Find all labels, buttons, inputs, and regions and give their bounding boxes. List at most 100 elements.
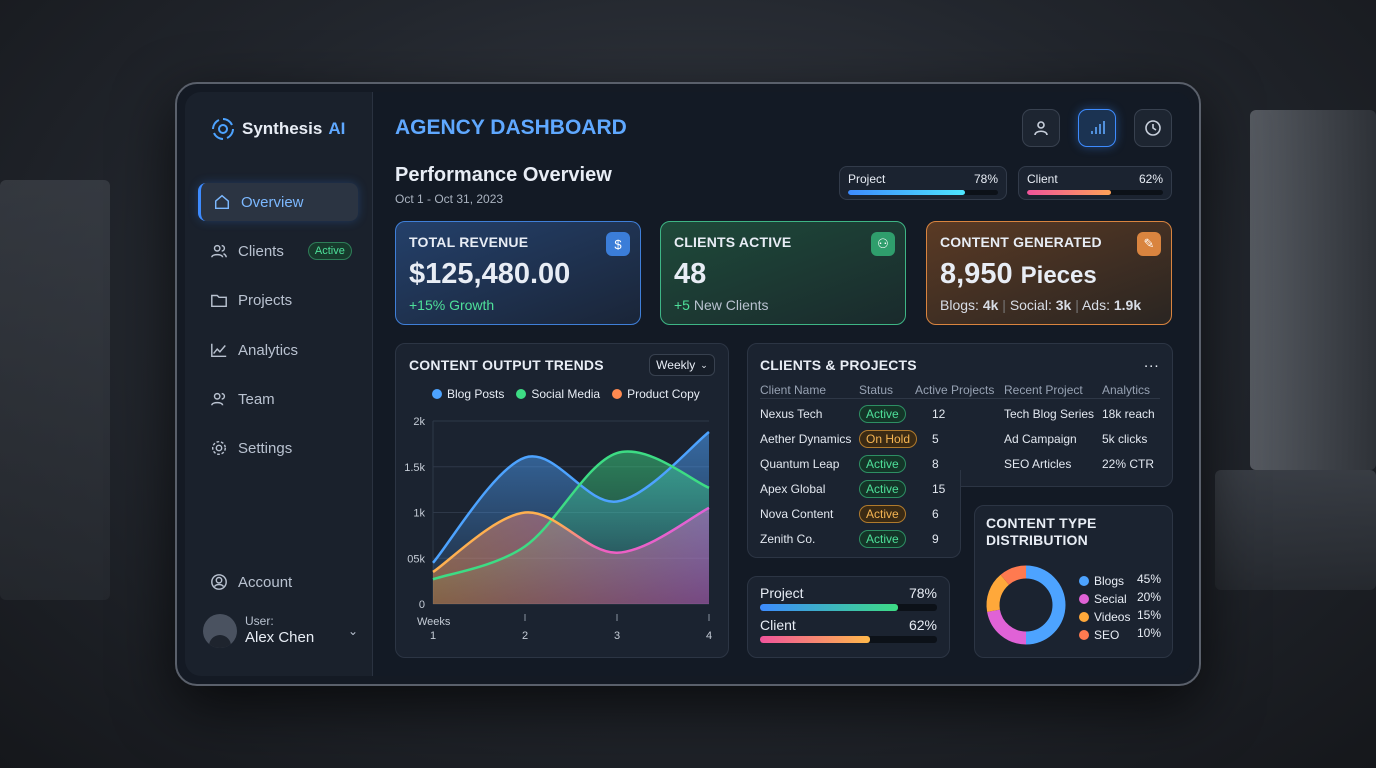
more-options-icon[interactable]: ...	[1144, 354, 1160, 371]
y-tick-label: 2k	[413, 416, 425, 428]
cell-analytics: 5k clicks	[1102, 432, 1148, 446]
donut-slice	[1025, 565, 1066, 645]
area-product-copy	[433, 507, 709, 604]
period-dropdown[interactable]: Weekly ⌄	[649, 354, 715, 376]
analytics-button[interactable]	[1078, 109, 1116, 147]
title-line: DISTRIBUTION	[986, 532, 1088, 548]
legend-item: SEO 10%	[1079, 626, 1161, 644]
avatar	[203, 614, 237, 648]
account-label: Account	[238, 573, 293, 591]
cell-analytics: 18k reach	[1102, 407, 1155, 421]
legend-item: Product Copy	[612, 387, 700, 401]
donut-slice	[1000, 565, 1027, 585]
legend-item: Social Media	[516, 387, 600, 401]
x-axis-label: Weeks	[417, 616, 451, 628]
logo[interactable]: Synthesis AI	[210, 116, 345, 142]
legend-item: Blogs 45%	[1079, 572, 1161, 590]
users-icon: ⚇	[871, 232, 895, 256]
progress-value: 78%	[908, 585, 937, 601]
kpi-content-generated[interactable]: CONTENT GENERATED ✎ 8,950 Pieces Blogs: …	[926, 221, 1172, 325]
brand-name: Synthesis	[242, 119, 323, 138]
sidebar-item-label: Team	[238, 390, 275, 408]
cell-name: Quantum Leap	[760, 457, 840, 471]
x-tick-label: 2	[522, 630, 528, 642]
cell-recent: Tech Blog Series	[1004, 407, 1095, 421]
kpi-title: TOTAL REVENUE	[409, 234, 529, 250]
cell-projects: 5	[932, 432, 939, 446]
x-tick-label: 1	[430, 630, 436, 642]
kpi-clients-active[interactable]: CLIENTS ACTIVE ⚇ 48 +5 New Clients	[660, 221, 906, 325]
user-label: User:	[245, 614, 274, 629]
cell-name: Aether Dynamics	[760, 432, 852, 446]
cell-projects: 6	[932, 507, 939, 521]
kpi-value: 8,950	[940, 258, 1013, 290]
section-title: Performance Overview	[395, 164, 612, 186]
dollar-icon: $	[606, 232, 630, 256]
content-icon: ✎	[1137, 232, 1161, 256]
cell-recent: Ad Campaign	[1004, 432, 1077, 446]
column-header: Recent Project	[1004, 383, 1083, 397]
cell-projects: 9	[932, 532, 939, 546]
progress-summary-card: Project 78% Client 62%	[747, 576, 950, 658]
table-row[interactable]: Apex Global Active 15	[760, 480, 1160, 507]
sidebar-item-overview[interactable]: Overview	[198, 183, 358, 221]
legend-label: Social Media	[531, 387, 601, 401]
bar-chart-icon	[1091, 121, 1105, 134]
user-menu[interactable]: User: Alex Chen ⌄	[203, 614, 358, 648]
team-icon	[211, 392, 226, 406]
sidebar-item-label: Settings	[238, 439, 293, 457]
x-tick-label: 3	[614, 630, 620, 642]
chevron-down-icon: ⌄	[700, 359, 708, 370]
period-value: Weekly	[656, 358, 696, 372]
breakdown-label: Blogs:	[940, 297, 979, 313]
cell-name: Nexus Tech	[760, 407, 823, 421]
progress-value: 62%	[1138, 172, 1163, 186]
clients-projects-card-extension	[747, 470, 961, 558]
progress-label: Project	[760, 585, 804, 601]
table-row[interactable]: Nova Content Active 6	[760, 505, 1160, 532]
sidebar-item-label: Overview	[241, 193, 304, 211]
table-row[interactable]: Zenith Co. Active 9	[760, 530, 1160, 557]
sidebar-item-projects[interactable]: Projects	[198, 281, 358, 319]
table-row[interactable]: Nexus Tech Active 12 Tech Blog Series 18k re…	[760, 405, 1160, 432]
cell-projects: 12	[932, 407, 946, 421]
project-progress: Project 78%	[839, 166, 1007, 200]
y-tick-label: 1k	[413, 508, 425, 520]
sidebar-item-label: Clients	[238, 242, 284, 260]
page-title: AGENCY DASHBOARD	[395, 116, 627, 139]
account-link[interactable]: Account	[198, 563, 358, 601]
legend-value: 20%	[1136, 590, 1161, 604]
table-header: Client Name Status Active Projects Recen…	[760, 383, 1160, 399]
cell-status: Active	[859, 530, 906, 548]
clock-icon	[1145, 120, 1161, 136]
kpi-total-revenue[interactable]: TOTAL REVENUE $ $125,480.00 +15% Growth	[395, 221, 641, 325]
table-row[interactable]: Aether Dynamics On Hold 5 Ad Campaign 5k cli…	[760, 430, 1160, 457]
donut-chart	[986, 565, 1066, 645]
chart-line-icon	[211, 343, 227, 358]
kpi-sub: +15% Growth	[409, 297, 495, 313]
line-product-copy	[432, 506, 710, 574]
cell-status: Active	[859, 505, 906, 523]
clients-projects-card	[747, 343, 1173, 487]
clients-table: Client Name Status Active Projects Recen…	[760, 383, 1160, 549]
donut-slice	[986, 574, 1010, 612]
kpi-title: CLIENTS ACTIVE	[674, 234, 792, 250]
cell-name: Nova Content	[760, 507, 834, 521]
legend-label: Videos	[1094, 610, 1131, 624]
account-icon	[211, 574, 227, 590]
progress-value: 78%	[973, 172, 998, 186]
donut-slice	[987, 609, 1027, 645]
client-progress: Client 62%	[1018, 166, 1172, 200]
history-button[interactable]	[1134, 109, 1172, 147]
sidebar-item-team[interactable]: Team	[198, 380, 358, 418]
table-row[interactable]: Quantum Leap Active 8 SEO Articles 22% CTR	[760, 455, 1160, 482]
sidebar-item-clients[interactable]: Clients Active	[198, 232, 358, 270]
legend-label: Secial	[1094, 592, 1127, 606]
sidebar-item-settings[interactable]: Settings	[198, 429, 358, 467]
profile-button[interactable]	[1022, 109, 1060, 147]
column-header: Active Projects	[915, 383, 995, 397]
cell-status: Active	[859, 480, 906, 498]
sidebar-item-analytics[interactable]: Analytics	[198, 331, 358, 369]
legend-label: Blog Posts	[447, 387, 505, 401]
legend-item: Blog Posts	[432, 387, 504, 401]
